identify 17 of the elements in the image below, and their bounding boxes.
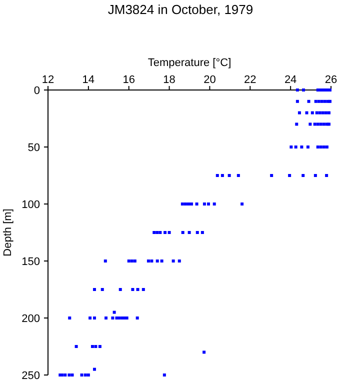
x-tick-label: 26 [324, 74, 338, 86]
y-tick-label: 50 [28, 142, 40, 154]
y-tick-label: 0 [34, 85, 40, 97]
y-axis-title: Depth [m] [2, 208, 14, 256]
x-axis-title: Temperature [°C] [148, 57, 232, 69]
x-tick-label: 16 [122, 74, 135, 86]
x-tick-label: 12 [42, 74, 54, 86]
x-tick-label: 22 [244, 74, 256, 86]
chart-title: JM3824 in October, 1979 [108, 2, 254, 17]
x-tick-label: 18 [163, 74, 176, 86]
y-tick-label: 200 [22, 313, 40, 325]
y-tick-label: 100 [22, 199, 40, 211]
y-tick-label: 150 [22, 256, 40, 268]
x-tick-label: 20 [204, 74, 216, 86]
x-tick-label: 14 [82, 74, 95, 86]
x-tick-label: 24 [284, 74, 297, 86]
y-tick-label: 250 [22, 370, 40, 382]
